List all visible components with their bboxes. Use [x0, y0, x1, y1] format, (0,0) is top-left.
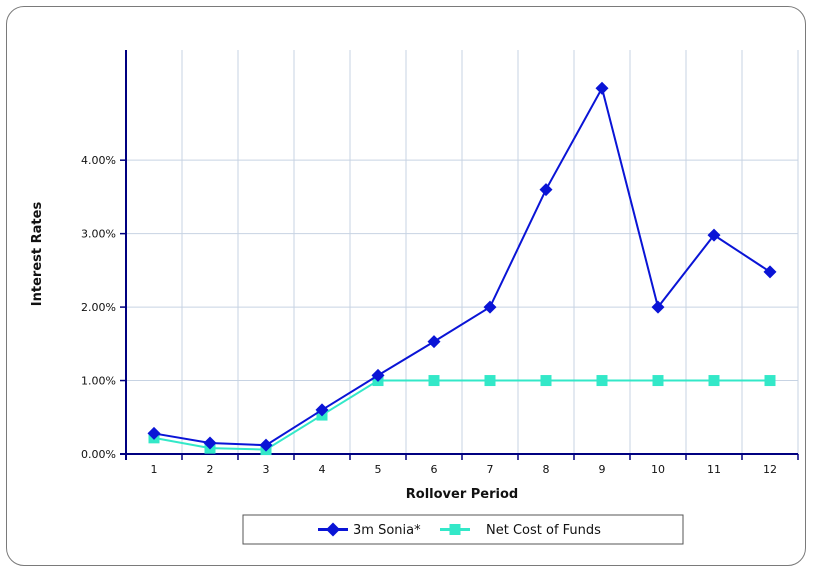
legend-swatch-marker-1 — [449, 524, 461, 535]
data-point — [708, 375, 720, 387]
data-point — [315, 403, 329, 417]
legend-swatch-marker-0 — [326, 522, 340, 537]
data-point — [595, 81, 609, 95]
data-point — [483, 300, 497, 314]
series-layer — [147, 81, 777, 456]
data-point — [484, 375, 496, 387]
grid-lines — [126, 50, 799, 454]
y-tick-label: 4.00% — [81, 154, 116, 167]
x-tick-label: 12 — [763, 463, 777, 476]
x-tick-label: 9 — [599, 463, 606, 476]
x-tick-label: 2 — [207, 463, 214, 476]
data-point — [203, 436, 217, 450]
y-tick-labels: 0.00% 1.00% 2.00% 3.00% 4.00% — [81, 154, 116, 461]
x-tick-label: 1 — [151, 463, 158, 476]
legend-label-1: Net Cost of Funds — [486, 523, 601, 538]
series-line-1 — [153, 379, 770, 451]
x-tick-label: 3 — [263, 463, 270, 476]
series-line-0 — [153, 85, 771, 447]
y-tick-label: 2.00% — [81, 301, 116, 314]
data-point — [763, 265, 777, 279]
y-axis-title: Interest Rates — [30, 202, 45, 307]
data-point — [596, 375, 608, 387]
data-point — [371, 368, 385, 382]
x-tick-label: 8 — [543, 463, 550, 476]
y-tick-label: 3.00% — [81, 228, 116, 241]
x-tick-label: 6 — [431, 463, 438, 476]
data-point — [707, 228, 721, 242]
x-tick-label: 11 — [707, 463, 721, 476]
legend: 3m Sonia* Net Cost of Funds — [242, 514, 684, 545]
data-point — [651, 300, 665, 314]
x-tick-labels: 1 2 3 4 5 6 7 8 9 10 11 12 — [151, 463, 778, 476]
line-chart: 0.00%1.00%2.00%3.00%4.00% 1 2 3 4 5 6 7 8 9 10 11 1… — [30, 50, 799, 545]
axes — [120, 50, 799, 460]
data-point — [427, 335, 441, 349]
legend-label-0: 3m Sonia* — [353, 523, 421, 538]
x-tick-label: 7 — [487, 463, 494, 476]
data-point — [259, 438, 273, 452]
x-tick-label: 10 — [651, 463, 665, 476]
series-0 — [147, 81, 777, 452]
data-point — [147, 426, 161, 440]
data-point — [539, 183, 553, 197]
y-tick-label: 0.00% — [81, 448, 116, 461]
data-point — [428, 375, 440, 387]
data-point — [652, 375, 664, 387]
x-tick-label: 4 — [319, 463, 326, 476]
data-point — [540, 375, 552, 387]
x-axis-title: Rollover Period — [406, 487, 518, 502]
x-tick-label: 5 — [375, 463, 382, 476]
y-tick-label: 1.00% — [81, 375, 116, 388]
data-point — [764, 375, 776, 387]
